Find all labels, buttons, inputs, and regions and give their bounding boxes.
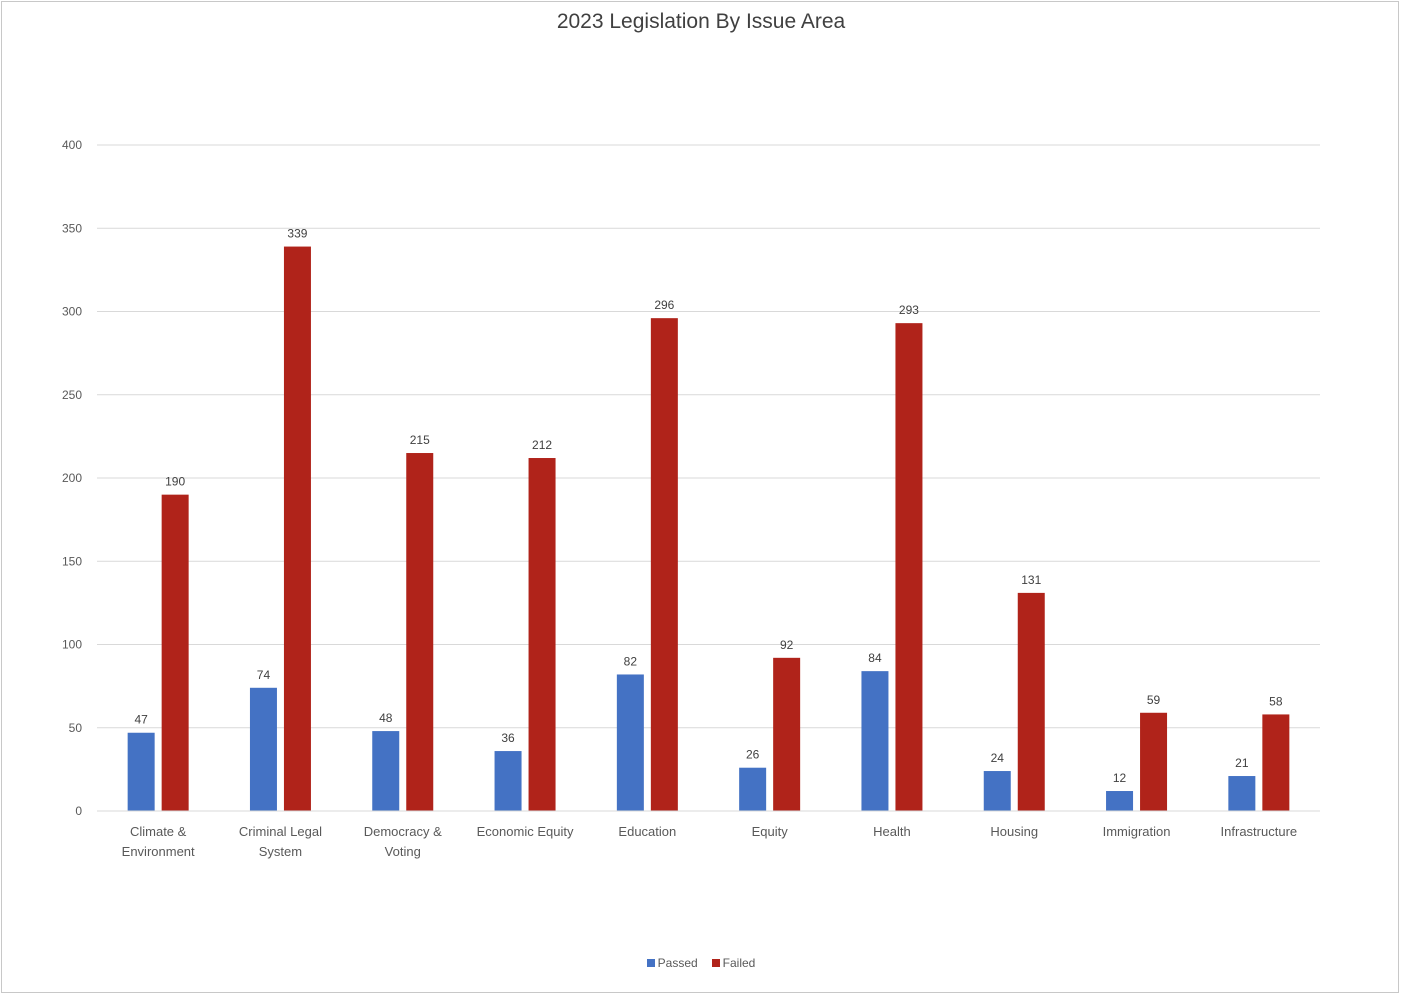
data-label: 48 bbox=[379, 711, 393, 725]
data-label: 215 bbox=[410, 433, 430, 447]
data-label: 82 bbox=[624, 654, 638, 668]
bar-passed bbox=[1228, 776, 1256, 811]
bar-passed bbox=[494, 751, 522, 811]
x-tick-label: Immigration bbox=[1103, 824, 1171, 839]
legend-swatch bbox=[646, 959, 655, 967]
x-tick-label: Democracy & bbox=[364, 824, 442, 839]
bar-passed bbox=[249, 687, 277, 811]
x-tick-label: Voting bbox=[385, 844, 421, 859]
y-tick-label: 300 bbox=[62, 305, 82, 319]
x-tick-label: Criminal Legal bbox=[239, 824, 322, 839]
data-label: 131 bbox=[1021, 573, 1041, 587]
data-label: 36 bbox=[501, 731, 515, 745]
y-tick-label: 150 bbox=[62, 554, 82, 568]
data-label: 58 bbox=[1269, 694, 1283, 708]
data-label: 26 bbox=[746, 748, 760, 762]
x-tick-label: Equity bbox=[752, 824, 789, 839]
bar-passed bbox=[127, 732, 155, 811]
bar-passed bbox=[372, 731, 400, 811]
chart-title: 2023 Legislation By Issue Area bbox=[556, 10, 846, 33]
y-tick-label: 100 bbox=[62, 638, 82, 652]
bar-passed bbox=[616, 674, 644, 811]
data-label: 47 bbox=[134, 713, 148, 727]
data-label: 212 bbox=[532, 438, 552, 452]
data-label: 84 bbox=[868, 651, 882, 665]
legend-label: Failed bbox=[722, 956, 756, 970]
data-label: 339 bbox=[287, 227, 307, 241]
legend-item-passed: Passed bbox=[646, 956, 698, 970]
bar-passed bbox=[1106, 791, 1134, 811]
bar-failed bbox=[650, 318, 678, 811]
data-label: 92 bbox=[780, 638, 794, 652]
legend-item-failed: Failed bbox=[711, 956, 756, 970]
x-tick-label: Health bbox=[873, 824, 911, 839]
bar-passed bbox=[739, 767, 767, 811]
data-label: 59 bbox=[1147, 693, 1161, 707]
data-label: 12 bbox=[1113, 771, 1127, 785]
legend-label: Passed bbox=[657, 956, 698, 970]
bar-failed bbox=[528, 458, 556, 811]
x-tick-label: Environment bbox=[122, 844, 195, 859]
data-label: 190 bbox=[165, 475, 185, 489]
x-tick-label: Climate & bbox=[130, 824, 187, 839]
data-label: 74 bbox=[257, 668, 271, 682]
data-label: 21 bbox=[1235, 756, 1249, 770]
data-label: 293 bbox=[899, 303, 919, 317]
bar-failed bbox=[161, 494, 189, 811]
bar-failed bbox=[1262, 714, 1290, 811]
data-label: 296 bbox=[654, 298, 674, 312]
y-tick-label: 350 bbox=[62, 221, 82, 235]
bar-passed bbox=[861, 671, 889, 811]
y-tick-label: 250 bbox=[62, 388, 82, 402]
x-tick-label: Housing bbox=[990, 824, 1038, 839]
y-tick-label: 50 bbox=[69, 721, 83, 735]
bar-failed bbox=[1140, 712, 1168, 811]
x-tick-label: Economic Equity bbox=[477, 824, 574, 839]
x-tick-label: Education bbox=[618, 824, 676, 839]
bar-failed bbox=[895, 323, 923, 811]
bar-passed bbox=[983, 771, 1011, 811]
y-tick-label: 400 bbox=[62, 138, 82, 152]
x-tick-label: Infrastructure bbox=[1221, 824, 1298, 839]
bar-failed bbox=[406, 453, 434, 811]
y-tick-label: 0 bbox=[75, 804, 82, 818]
bar-failed bbox=[1017, 592, 1045, 811]
bar-failed bbox=[283, 246, 311, 811]
y-tick-label: 200 bbox=[62, 471, 82, 485]
legend-swatch bbox=[711, 959, 720, 967]
x-tick-label: System bbox=[259, 844, 302, 859]
data-label: 24 bbox=[991, 751, 1005, 765]
chart-legend: Passed Failed bbox=[0, 956, 1402, 970]
bar-failed bbox=[773, 657, 801, 811]
